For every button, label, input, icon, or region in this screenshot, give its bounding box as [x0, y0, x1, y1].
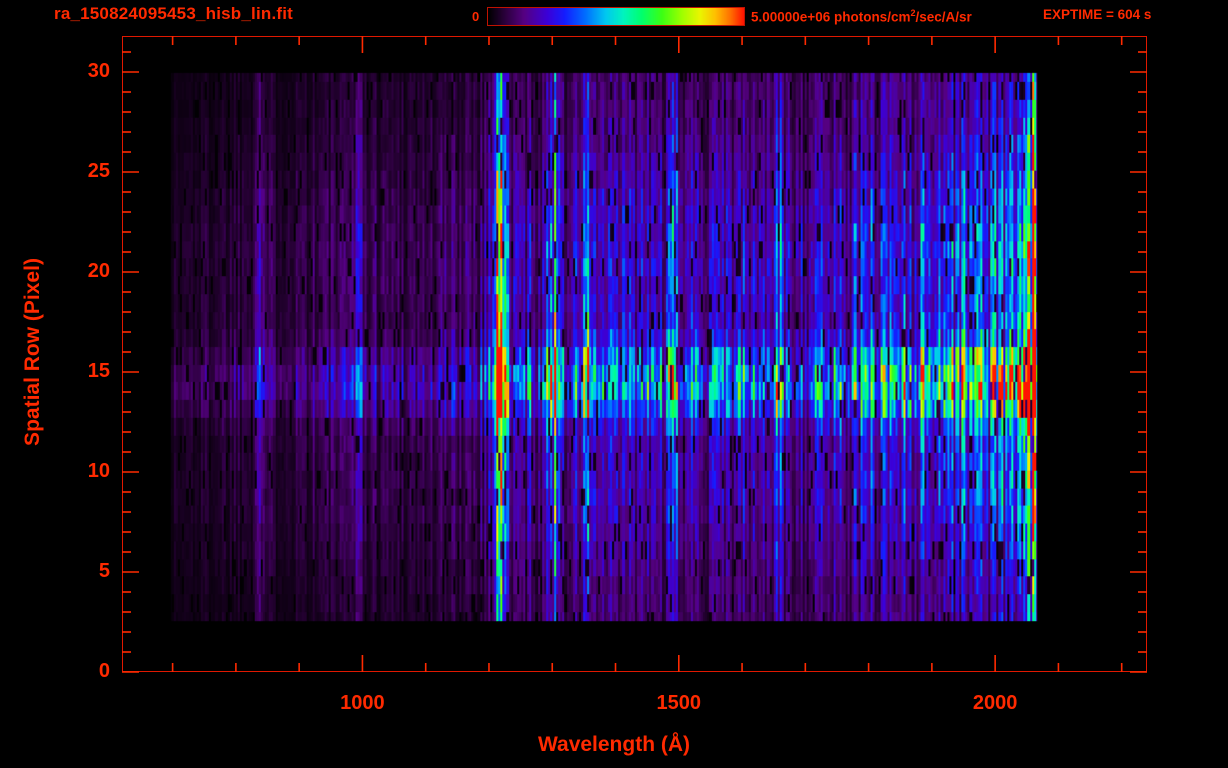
colorbar-units-suffix: /sec/A/sr	[915, 9, 972, 25]
colorbar-max-label: 5.00000e+06 photons/cm2/sec/A/sr	[751, 8, 972, 25]
y-tick-label: 25	[87, 160, 110, 182]
colorbar-units-exponent: 2	[910, 8, 916, 18]
page-title: ra_150824095453_hisb_lin.fit	[54, 4, 294, 23]
colorbar-units-prefix: 5.00000e+06 photons/cm	[751, 9, 911, 25]
colorbar-gradient	[488, 8, 744, 25]
plot-frame	[122, 36, 1147, 672]
y-tick-label: 10	[87, 460, 110, 482]
x-tick-label: 1000	[340, 692, 385, 714]
x-tick-label: 2000	[972, 692, 1018, 714]
exptime-label: EXPTIME = 604 s	[1043, 7, 1152, 22]
x-tick-label: 1500	[656, 692, 702, 714]
colorbar	[487, 7, 745, 26]
y-tick-label: 0	[98, 660, 110, 682]
y-tick-label: 5	[98, 560, 110, 582]
y-tick-label: 30	[87, 60, 110, 82]
y-tick-label: 20	[87, 260, 110, 282]
y-tick-label: 15	[87, 360, 110, 382]
y-axis-title: Spatial Row (Pixel)	[21, 258, 44, 446]
colorbar-min-label: 0	[472, 9, 480, 24]
spectrogram-heatmap	[123, 37, 1146, 671]
x-axis-title: Wavelength (Å)	[537, 733, 691, 756]
